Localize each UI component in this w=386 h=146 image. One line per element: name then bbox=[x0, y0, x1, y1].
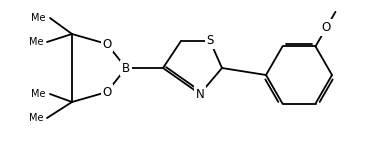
Text: S: S bbox=[206, 34, 214, 47]
Text: Me: Me bbox=[32, 13, 46, 23]
Text: Me: Me bbox=[29, 113, 43, 123]
Text: B: B bbox=[122, 61, 130, 74]
Text: O: O bbox=[102, 86, 112, 99]
Text: O: O bbox=[322, 21, 331, 34]
Text: Me: Me bbox=[32, 89, 46, 99]
Text: O: O bbox=[102, 38, 112, 51]
Text: N: N bbox=[196, 87, 204, 100]
Text: Me: Me bbox=[29, 37, 43, 47]
